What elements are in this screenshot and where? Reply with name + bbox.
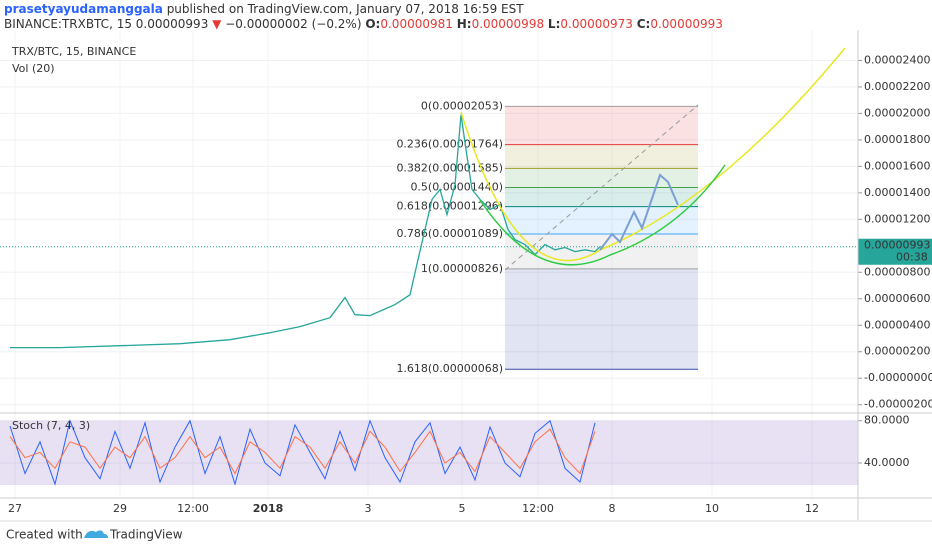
x-tick-label: 8 — [609, 502, 616, 515]
l-value: 0.00000973 — [560, 17, 633, 31]
fib-band — [505, 187, 698, 207]
series-legend: TRX/BTC, 15, BINANCE — [11, 45, 136, 58]
x-tick-label: 12:00 — [177, 502, 209, 515]
stoch-band — [0, 420, 858, 485]
y-tick-label: 0.00000400 — [864, 318, 930, 331]
footer-logo — [84, 530, 108, 538]
trend-line — [504, 104, 699, 271]
o-value: 0.00000981 — [380, 17, 453, 31]
stoch-legend: Stoch (7, 4, 3) — [12, 419, 90, 432]
stoch-line — [9, 428, 596, 475]
projection-arrows — [599, 173, 679, 251]
y-tick-label: 0.00000200 — [864, 345, 930, 358]
x-tick-label: 3 — [365, 502, 372, 515]
fib-band — [505, 106, 698, 145]
fib-band — [505, 144, 698, 169]
x-tick-label: 12:00 — [522, 502, 554, 515]
countdown: 00:38 — [896, 251, 928, 264]
o-label: O: — [365, 17, 380, 31]
fib-label: 0.786(0.00001089) — [396, 227, 503, 240]
symbol: BINANCE:TRXBTC, 15 — [4, 17, 132, 31]
footer-brand: TradingView — [109, 528, 183, 542]
y-tick-label: 40.0000 — [864, 456, 910, 469]
last-price-label: 0.00000993 — [864, 239, 930, 252]
h-value: 0.00000998 — [472, 17, 545, 31]
y-tick-label: 0.00002200 — [864, 80, 930, 93]
fib-label: 0.5(0.00001440) — [410, 181, 503, 194]
y-tick-label: -0.00000200 — [864, 398, 932, 411]
y-tick-label: 0.00002000 — [864, 106, 930, 119]
y-tick-label: 0.00002400 — [864, 53, 930, 66]
change: −0.00000002 (−0.2%) — [225, 17, 361, 31]
footer-created: Created with — [6, 528, 83, 542]
fib-label: 1(0.00000826) — [421, 262, 503, 275]
y-tick-label: 0.00000800 — [864, 265, 930, 278]
c-value: 0.00000993 — [650, 17, 723, 31]
fib-band — [505, 168, 698, 188]
c-label: C: — [637, 17, 651, 31]
drawings — [460, 47, 846, 271]
fib-band — [505, 206, 698, 235]
last: 0.00000993 — [136, 17, 209, 31]
x-tick-label: 12 — [805, 502, 819, 515]
fib-label: 1.618(0.00000068) — [396, 362, 503, 375]
green-curve — [479, 164, 726, 266]
down-arrow: ▼ — [212, 17, 222, 31]
x-tick-label: 29 — [113, 502, 127, 515]
y-tick-label: -0.00000000 — [864, 371, 932, 384]
header-line-1: prasetyayudamanggala published on Tradin… — [4, 2, 524, 16]
fib-label: 0.236(0.00001764) — [396, 138, 503, 151]
l-label: L: — [548, 17, 560, 31]
volume-legend: Vol (20) — [12, 62, 55, 75]
published: published on TradingView.com, January 07… — [167, 2, 525, 16]
fib-band — [505, 268, 698, 370]
fib-label: 0(0.00002053) — [421, 99, 503, 112]
h-label: H: — [457, 17, 472, 31]
y-tick-label: 80.0000 — [864, 414, 910, 427]
fib-label: 0.382(0.00001585) — [396, 161, 503, 174]
y-tick-label: 0.00000600 — [864, 292, 930, 305]
y-tick-label: 0.00001400 — [864, 186, 930, 199]
x-tick-label: 2018 — [253, 502, 284, 515]
x-tick-label: 27 — [8, 502, 22, 515]
last-price-box — [858, 238, 932, 265]
y-tick-label: 0.00001200 — [864, 212, 930, 225]
y-tick-label: 0.00001600 — [864, 159, 930, 172]
y-tick-label: 0.00001800 — [864, 133, 930, 146]
stoch-pane: 80.0000 40.0000 — [0, 414, 910, 486]
x-tick-label: 10 — [705, 502, 719, 515]
fib-band — [505, 234, 698, 269]
header-line-2: BINANCE:TRXBTC, 15 0.00000993 ▼ −0.00000… — [4, 17, 723, 31]
price-line — [10, 114, 601, 349]
x-tick-label: 5 — [459, 502, 466, 515]
price-pane: 0.00002400 0.00002200 0.00002000 0.00001800… — [0, 30, 932, 515]
author: prasetyayudamanggala — [4, 2, 163, 16]
